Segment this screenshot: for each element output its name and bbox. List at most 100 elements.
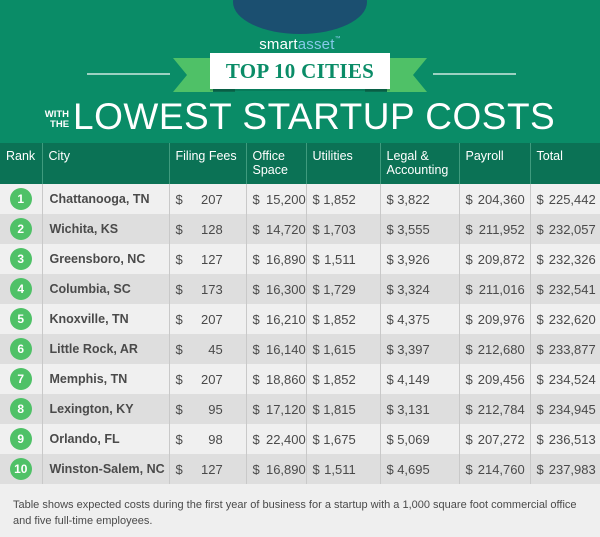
title-prefix-with: WITH <box>44 109 70 120</box>
cell-value: 233,877 <box>548 341 596 357</box>
cell-utilities: $1,815 <box>306 394 381 424</box>
cell-utilities: $1,852 <box>306 184 381 214</box>
cell-filing-fees: $128 <box>169 214 247 244</box>
column-header-filing-fees: Filing Fees <box>169 143 247 184</box>
header-legal-line2: Accounting <box>386 163 449 177</box>
cell-value: 1,511 <box>324 251 356 267</box>
currency-symbol: $ <box>252 221 260 237</box>
currency-symbol: $ <box>465 461 473 477</box>
cell-value: 3,926 <box>397 251 430 267</box>
smartasset-logo <box>233 0 367 34</box>
cell-legal-accounting: $3,397 <box>380 334 460 364</box>
table-row: 5 Knoxville, TN $207 $16,210 $1,852 $4,375 $20… <box>0 304 600 334</box>
currency-symbol: $ <box>465 311 473 327</box>
currency-symbol: $ <box>386 221 394 237</box>
cell-office-space: $18,860 <box>246 364 307 394</box>
table-row: 1 Chattanooga, TN $207 $15,200 $1,852 $3,822 $… <box>0 184 600 214</box>
rank-badge: 7 <box>9 368 32 390</box>
currency-symbol: $ <box>465 221 473 237</box>
currency-symbol: $ <box>465 431 473 447</box>
currency-symbol: $ <box>312 251 320 267</box>
currency-symbol: $ <box>252 251 260 267</box>
cell-legal-accounting: $4,695 <box>380 454 460 484</box>
cell-value: 1,511 <box>324 461 356 477</box>
currency-symbol: $ <box>312 281 320 297</box>
currency-symbol: $ <box>386 251 394 267</box>
decorative-rule-left <box>87 73 170 75</box>
cell-value: 16,890 <box>265 251 306 267</box>
header-office-line2: Space <box>252 163 288 177</box>
cell-utilities: $1,511 <box>306 244 381 274</box>
cell-value: 209,976 <box>477 311 525 327</box>
column-header-total: Total <box>536 149 563 163</box>
currency-symbol: $ <box>386 341 394 357</box>
cell-value: 17,120 <box>265 401 306 417</box>
currency-symbol: $ <box>175 281 183 297</box>
currency-symbol: $ <box>252 431 260 447</box>
currency-symbol: $ <box>465 251 473 267</box>
cell-utilities: $1,615 <box>306 334 381 364</box>
title-main: LOWEST STARTUP COSTS <box>73 96 556 137</box>
currency-symbol: $ <box>312 461 320 477</box>
currency-symbol: $ <box>312 221 320 237</box>
currency-symbol: $ <box>536 281 544 297</box>
header-office-line1: Office <box>252 149 285 163</box>
cell-payroll: $207,272 <box>459 424 531 454</box>
rank-badge: 5 <box>9 308 32 330</box>
cell-office-space: $17,120 <box>246 394 307 424</box>
cell-payroll: $212,680 <box>459 334 531 364</box>
currency-symbol: $ <box>386 461 394 477</box>
ribbon-fold-right <box>365 88 387 92</box>
cell-filing-fees: $207 <box>169 304 247 334</box>
cell-legal-accounting: $4,375 <box>380 304 460 334</box>
cell-payroll: $209,872 <box>459 244 531 274</box>
cell-value: 1,703 <box>323 221 356 237</box>
cell-payroll: $211,016 <box>459 274 531 304</box>
ribbon-banner: TOP 10 CITIES <box>210 53 390 89</box>
cell-rank: 4 <box>0 274 43 304</box>
currency-symbol: $ <box>536 341 544 357</box>
currency-symbol: $ <box>386 401 394 417</box>
cell-payroll: $214,760 <box>459 454 531 484</box>
currency-symbol: $ <box>312 311 320 327</box>
cell-value: 16,140 <box>265 341 306 357</box>
currency-symbol: $ <box>536 221 544 237</box>
table-row: 6 Little Rock, AR $45 $16,140 $1,615 $3,397 $2… <box>0 334 600 364</box>
currency-symbol: $ <box>465 371 473 387</box>
cell-legal-accounting: $3,555 <box>380 214 460 244</box>
header-legal-line1: Legal & <box>386 149 429 163</box>
currency-symbol: $ <box>312 371 320 387</box>
cell-payroll: $204,360 <box>459 184 531 214</box>
cell-utilities: $1,852 <box>306 364 381 394</box>
cell-value: 15,200 <box>265 191 306 207</box>
cell-value: 3,397 <box>397 341 430 357</box>
rank-badge: 4 <box>9 278 32 300</box>
cell-rank: 7 <box>0 364 43 394</box>
currency-symbol: $ <box>175 401 183 417</box>
cell-value: 128 <box>201 221 223 237</box>
cell-utilities: $1,852 <box>306 304 381 334</box>
cell-rank: 1 <box>0 184 43 214</box>
column-header-rank: Rank <box>0 143 43 184</box>
currency-symbol: $ <box>465 341 473 357</box>
cell-value: 3,131 <box>397 401 430 417</box>
cell-filing-fees: $207 <box>169 364 247 394</box>
trademark-mark: ™ <box>334 36 341 42</box>
cell-utilities: $1,511 <box>306 454 381 484</box>
currency-symbol: $ <box>175 341 183 357</box>
currency-symbol: $ <box>252 461 260 477</box>
cell-value: 214,760 <box>477 461 525 477</box>
cell-value: 204,360 <box>477 191 525 207</box>
cell-value: 209,456 <box>477 371 525 387</box>
cell-payroll: $212,784 <box>459 394 531 424</box>
table-row: 10 Winston-Salem, NC $127 $16,890 $1,511 $4,6… <box>0 454 600 484</box>
column-header-city: City <box>42 143 170 184</box>
cell-rank: 10 <box>0 454 43 484</box>
currency-symbol: $ <box>536 371 544 387</box>
cell-legal-accounting: $3,324 <box>380 274 460 304</box>
ribbon-title: TOP 10 CITIES <box>225 58 375 83</box>
cell-legal-accounting: $3,131 <box>380 394 460 424</box>
cell-value: 5,069 <box>397 431 430 447</box>
cell-office-space: $16,890 <box>246 244 307 274</box>
rank-badge: 6 <box>9 338 32 360</box>
